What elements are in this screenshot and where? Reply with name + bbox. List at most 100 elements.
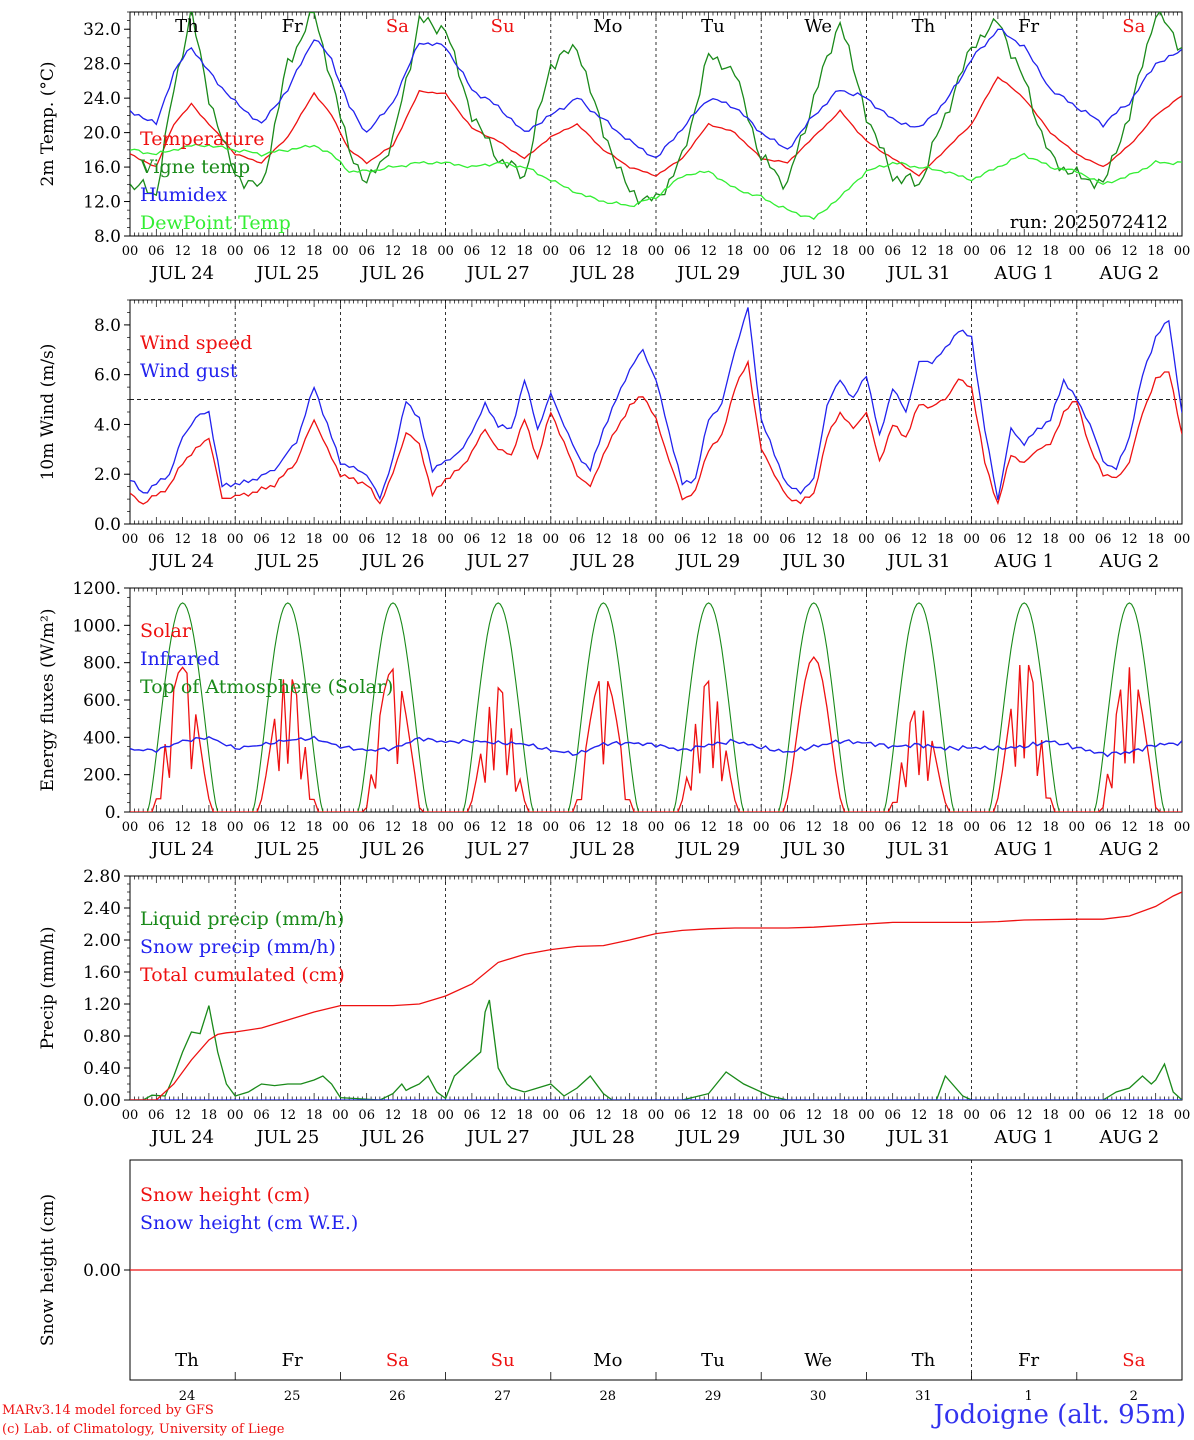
date-label: AUG 2 [1099, 839, 1160, 860]
hour-label: 06 [358, 1108, 375, 1123]
hour-label: 00 [227, 532, 244, 547]
hour-label: 12 [174, 1108, 191, 1123]
day-number: 27 [494, 1389, 511, 1400]
hour-label: 18 [516, 532, 533, 547]
series-line-toa-solar [130, 602, 1182, 812]
hour-label: 06 [884, 1108, 901, 1123]
hour-label: 18 [411, 244, 428, 259]
legend-entry: Solar [140, 620, 192, 642]
legend-entry: DewPoint Temp [140, 212, 291, 234]
hour-label: 12 [385, 1108, 402, 1123]
hour-label: 00 [437, 1108, 454, 1123]
hour-label: 12 [806, 244, 823, 259]
hour-label: 12 [1016, 1108, 1033, 1123]
hour-label: 12 [806, 1108, 823, 1123]
hour-label: 00 [858, 1108, 875, 1123]
hour-label: 00 [332, 244, 349, 259]
hour-label: 18 [1042, 532, 1059, 547]
weekday-label: We [804, 1350, 832, 1371]
hour-label: 06 [464, 532, 481, 547]
hour-label: 12 [911, 1108, 928, 1123]
day-number: 31 [915, 1389, 932, 1400]
legend-entry: Temperature [140, 128, 264, 150]
hour-label: 00 [227, 244, 244, 259]
y-tick-label: 0.00 [83, 1091, 121, 1111]
run-annotation: run: 2025072412 [1010, 212, 1168, 233]
y-tick-label: 800. [83, 654, 121, 674]
date-label: JUL 27 [465, 551, 530, 572]
hour-label: 06 [779, 1108, 796, 1123]
date-label: JUL 25 [254, 839, 319, 860]
date-label: JUL 25 [254, 551, 319, 572]
station-name: Jodoigne (alt. 95m) [933, 1400, 1186, 1430]
y-tick-label: 1.60 [83, 963, 121, 983]
hour-label: 18 [832, 820, 849, 835]
hour-label: 00 [227, 1108, 244, 1123]
hour-label: 12 [280, 532, 297, 547]
y-axis-label: Snow height (cm) [38, 1194, 58, 1346]
hour-label: 00 [1069, 1108, 1086, 1123]
hour-label: 00 [122, 820, 139, 835]
hour-label: 00 [753, 1108, 770, 1123]
hour-label: 18 [937, 820, 954, 835]
y-tick-label: 0.80 [83, 1027, 121, 1047]
hour-label: 06 [1095, 244, 1112, 259]
hour-label: 18 [516, 244, 533, 259]
weekday-label: Tu [701, 16, 725, 37]
y-axis-label: Precip (mm/h) [38, 926, 58, 1049]
date-label: JUL 28 [570, 1127, 635, 1148]
hour-label: 12 [700, 1108, 717, 1123]
y-tick-label: 20.0 [83, 124, 121, 144]
day-number: 30 [810, 1389, 827, 1400]
weekday-label: Fr [282, 1350, 303, 1371]
date-label: AUG 1 [993, 839, 1054, 860]
y-tick-label: 28.0 [83, 55, 121, 75]
date-label: JUL 24 [149, 1127, 214, 1148]
hour-label: 06 [148, 532, 165, 547]
hour-label: 18 [621, 532, 638, 547]
hour-label: 06 [884, 244, 901, 259]
hour-label: 06 [1095, 1108, 1112, 1123]
hour-label: 00 [543, 1108, 560, 1123]
weekday-label: Su [491, 1350, 515, 1371]
date-label: JUL 31 [886, 263, 951, 284]
hour-label: 00 [122, 244, 139, 259]
hour-label: 18 [1042, 244, 1059, 259]
day-number: 29 [705, 1389, 722, 1400]
date-label: JUL 31 [886, 1127, 951, 1148]
hour-label: 18 [937, 244, 954, 259]
hour-label: 00 [1174, 1108, 1191, 1123]
hour-label: 00 [437, 820, 454, 835]
hour-label: 06 [253, 820, 270, 835]
legend-entry: Snow height (cm W.E.) [140, 1212, 358, 1234]
hour-label: 06 [358, 820, 375, 835]
date-label: JUL 26 [360, 263, 425, 284]
hour-label: 18 [1147, 532, 1164, 547]
date-label: JUL 29 [675, 551, 740, 572]
hour-label: 00 [963, 244, 980, 259]
date-label: JUL 30 [780, 1127, 845, 1148]
hour-label: 06 [569, 244, 586, 259]
hour-label: 18 [832, 244, 849, 259]
hour-label: 18 [306, 1108, 323, 1123]
hour-label: 12 [280, 244, 297, 259]
hour-label: 18 [201, 532, 218, 547]
hour-label: 18 [832, 1108, 849, 1123]
hour-label: 12 [490, 244, 507, 259]
hour-label: 18 [306, 532, 323, 547]
weekday-label: Fr [282, 16, 303, 37]
y-axis-label: 2m Temp. (°C) [38, 61, 58, 186]
date-label: JUL 27 [465, 839, 530, 860]
hour-label: 06 [148, 1108, 165, 1123]
hour-label: 18 [201, 820, 218, 835]
hour-label: 00 [543, 532, 560, 547]
hour-label: 12 [490, 1108, 507, 1123]
legend-entry: Humidex [140, 184, 227, 206]
date-label: JUL 29 [675, 1127, 740, 1148]
date-label: JUL 28 [570, 551, 635, 572]
series-line-total-cumulated-cm- [130, 891, 1182, 1100]
hour-label: 12 [385, 244, 402, 259]
hour-label: 12 [280, 820, 297, 835]
hour-label: 18 [306, 244, 323, 259]
hour-label: 00 [332, 820, 349, 835]
